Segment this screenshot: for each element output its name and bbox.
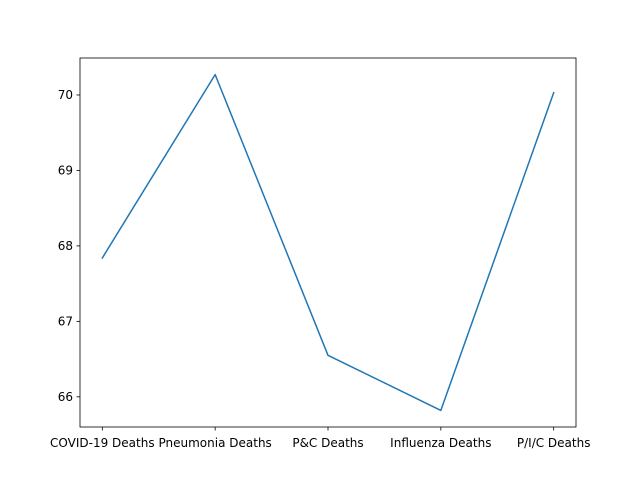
x-tick-label: P/I/C Deaths	[517, 436, 591, 450]
series-line	[101, 73, 555, 412]
plot-area: 66 67 68 69 70 COVID-19 Deaths Pneumonia Death…	[50, 57, 591, 450]
x-tick-label: COVID-19 Deaths	[50, 436, 155, 450]
y-tick-label: 66	[58, 390, 73, 404]
y-tick-label: 69	[58, 163, 73, 177]
y-tick-label: 67	[58, 314, 73, 328]
y-tick-label: 68	[58, 239, 73, 253]
x-tick-label: Influenza Deaths	[390, 436, 491, 450]
y-tick-label: 70	[58, 88, 73, 102]
x-tick-label: Pneumonia Deaths	[159, 436, 272, 450]
x-tick-label: P&C Deaths	[292, 436, 363, 450]
